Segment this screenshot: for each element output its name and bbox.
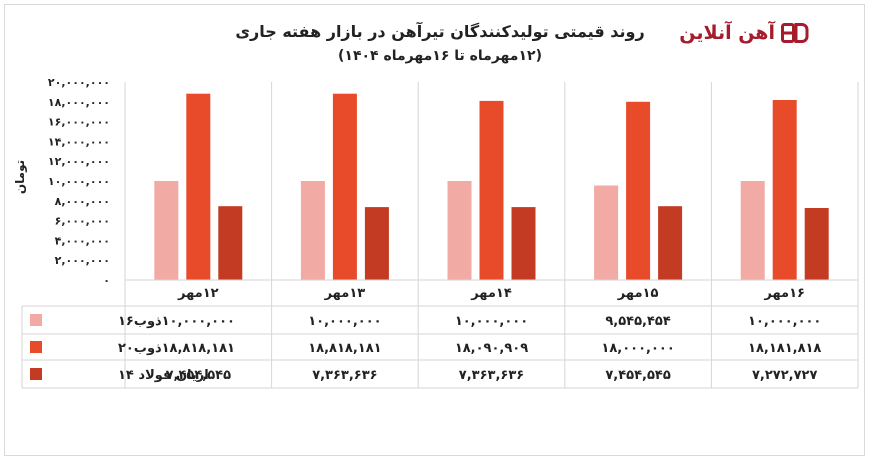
bar [479, 100, 504, 281]
data-label: ۱۰,۰۰۰,۰۰۰ [162, 314, 235, 329]
legend-key [30, 341, 42, 353]
bar [511, 207, 536, 280]
y-tick-label: ۸,۰۰۰,۰۰۰ [55, 195, 110, 208]
data-label: ۷,۲۷۲,۷۲۷ [752, 368, 817, 383]
legend-entry: ذوب۱۶ [118, 314, 162, 329]
y-tick-label: ۲,۰۰۰,۰۰۰ [55, 254, 110, 267]
data-label: ۱۸,۱۸۱,۸۱۸ [748, 341, 821, 356]
data-label: ۱۰,۰۰۰,۰۰۰ [455, 314, 528, 329]
data-label: ۱۰,۰۰۰,۰۰۰ [308, 314, 381, 329]
bar [772, 100, 797, 280]
bar [300, 181, 325, 280]
legend-entry: ذوب۲۰ [118, 341, 162, 356]
x-tick-label: ۱۲مهر [177, 286, 219, 301]
chart-subtitle: (۱۲مهرماه تا ۱۶مهرماه ۱۴۰۴) [338, 48, 542, 64]
y-tick-label: ۱۶,۰۰۰,۰۰۰ [48, 116, 110, 129]
x-tick-label: ۱۵مهر [617, 286, 659, 301]
y-tick-label: ۱۰,۰۰۰,۰۰۰ [48, 175, 110, 188]
bar [626, 101, 651, 280]
data-label: ۱۸,۸۱۸,۱۸۱ [308, 341, 381, 356]
x-tick-label: ۱۳مهر [324, 286, 366, 301]
x-tick-label: ۱۴مهر [470, 286, 512, 301]
data-label: ۷,۳۶۳,۶۳۶ [312, 368, 377, 383]
brand-logo: آهن آنلاین [679, 22, 809, 44]
y-tick-label: ۶,۰۰۰,۰۰۰ [55, 215, 110, 228]
bar [447, 181, 472, 280]
y-tick-label: ۱۴,۰۰۰,۰۰۰ [48, 135, 110, 148]
legend-key [30, 314, 42, 326]
bar [154, 181, 179, 280]
y-tick-label: ۴,۰۰۰,۰۰۰ [55, 234, 110, 247]
bar [804, 208, 829, 280]
bar [740, 181, 765, 280]
y-tick-label: ۰ [103, 274, 110, 287]
data-label: ۷,۴۵۴,۵۴۵ [166, 368, 231, 383]
bar [218, 206, 243, 280]
data-label: ۷,۳۶۳,۶۳۶ [459, 368, 524, 383]
bar [364, 207, 389, 280]
brand-name: آهن آنلاین [679, 22, 775, 44]
bar [332, 93, 357, 280]
data-label: ۱۸,۰۰۰,۰۰۰ [601, 341, 674, 356]
bar [186, 93, 211, 280]
ahan-online-logo-icon [781, 23, 809, 43]
y-tick-label: ۱۲,۰۰۰,۰۰۰ [48, 155, 110, 168]
data-label: ۱۸,۸۱۸,۱۸۱ [162, 341, 235, 356]
bar [658, 206, 683, 280]
legend-key [30, 368, 42, 380]
data-label: ۱۸,۰۹۰,۹۰۹ [455, 341, 528, 356]
data-label: ۹,۵۴۵,۴۵۴ [605, 314, 670, 329]
data-label: ۷,۴۵۴,۵۴۵ [605, 368, 670, 383]
legend-entry: اریان فولاد ۱۴ [118, 368, 209, 383]
chart-frame [4, 4, 865, 456]
x-tick-label: ۱۶مهر [763, 286, 805, 301]
data-label: ۱۰,۰۰۰,۰۰۰ [748, 314, 821, 329]
y-tick-label: ۲۰,۰۰۰,۰۰۰ [48, 76, 110, 89]
y-tick-label: ۱۸,۰۰۰,۰۰۰ [48, 96, 110, 109]
chart-title: روند قیمتی تولیدکنندگان تیرآهن در بازار … [235, 22, 645, 41]
bar [594, 185, 619, 280]
